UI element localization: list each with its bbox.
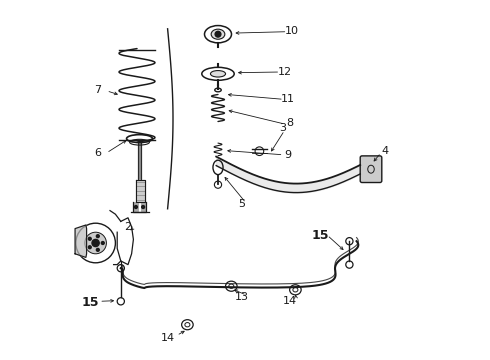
- Text: 13: 13: [234, 292, 248, 302]
- Polygon shape: [139, 140, 141, 180]
- Text: 15: 15: [81, 296, 99, 309]
- Text: 2: 2: [124, 222, 131, 232]
- Polygon shape: [136, 180, 145, 202]
- Circle shape: [97, 235, 99, 238]
- Ellipse shape: [211, 29, 225, 39]
- Circle shape: [215, 31, 221, 37]
- Text: 7: 7: [94, 85, 101, 95]
- Circle shape: [92, 239, 99, 247]
- Text: 12: 12: [277, 67, 292, 77]
- Ellipse shape: [210, 71, 225, 77]
- Text: 9: 9: [285, 150, 292, 160]
- Text: 15: 15: [312, 229, 329, 242]
- Text: 14: 14: [283, 296, 297, 306]
- Text: 8: 8: [287, 118, 294, 129]
- Circle shape: [88, 246, 91, 249]
- Text: 14: 14: [161, 333, 174, 343]
- Circle shape: [134, 206, 137, 208]
- Circle shape: [88, 237, 91, 240]
- Text: 5: 5: [238, 199, 245, 210]
- Text: 6: 6: [94, 148, 101, 158]
- Circle shape: [97, 248, 99, 251]
- Text: 11: 11: [281, 94, 295, 104]
- Circle shape: [142, 206, 145, 208]
- Circle shape: [101, 242, 104, 244]
- Bar: [134, 202, 138, 211]
- Bar: [141, 202, 145, 211]
- Text: 4: 4: [382, 146, 389, 156]
- Circle shape: [85, 232, 106, 254]
- FancyBboxPatch shape: [360, 156, 382, 183]
- Polygon shape: [75, 225, 87, 257]
- Text: 3: 3: [279, 123, 286, 133]
- Text: 10: 10: [285, 26, 299, 36]
